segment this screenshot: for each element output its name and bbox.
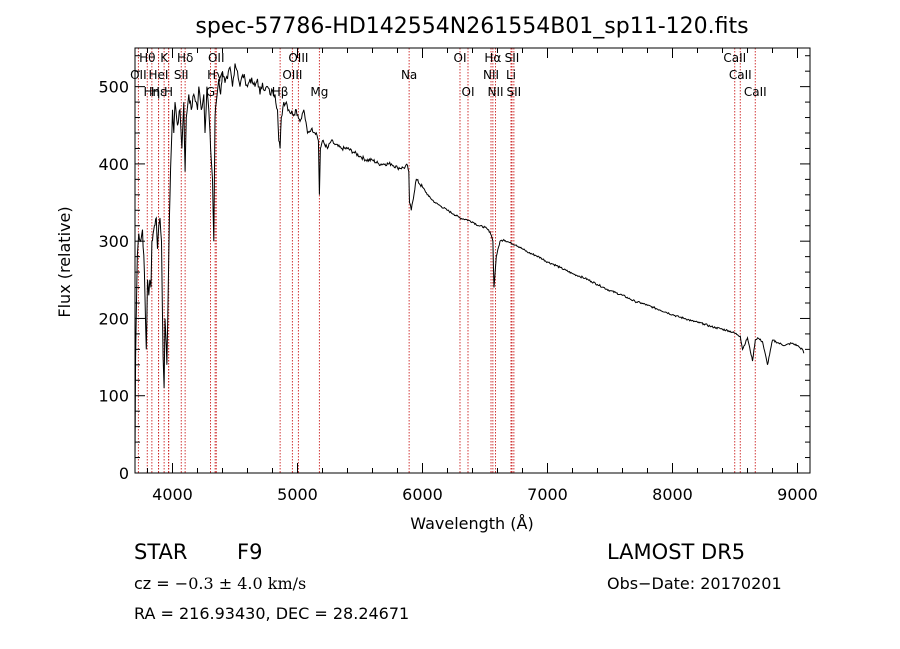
y-axis-label: Flux (relative) [55,206,74,317]
marker-label: SII [174,68,189,82]
y-tick-label: 0 [119,464,129,483]
marker-label: K [160,51,169,65]
marker-label: Mg [310,85,328,99]
cz-label: cz = [134,574,175,593]
observation-date: Obs−Date: 20170201 [607,574,782,593]
marker-label: Hβ [272,85,289,99]
marker-label: NII [487,85,503,99]
marker-label: CaII [723,51,746,65]
marker-label: Hδ [177,51,193,65]
marker-label: SII [505,51,520,65]
marker-label: H [164,85,173,99]
marker-label: Hα [484,51,501,65]
marker-label: OII [130,68,147,82]
marker-label: Li [506,68,516,82]
y-tick-label: 500 [98,78,129,97]
marker-label: OII [208,51,225,65]
marker-label: Hε [151,85,167,99]
x-tick-label: 4000 [152,485,193,504]
x-tick-label: 8000 [652,485,693,504]
marker-label: Na [401,68,417,82]
y-tick-label: 100 [98,387,129,406]
marker-label: OIII [282,68,302,82]
y-tick-label: 200 [98,309,129,328]
line-markers [137,48,756,473]
marker-label: CaII [744,85,767,99]
y-tick-label: 400 [98,155,129,174]
spectrum-line [134,63,805,458]
spectral-subclass: F9 [237,540,263,564]
marker-label: Hθ [139,51,155,65]
marker-label: OI [462,85,475,99]
x-tick-label: 6000 [402,485,443,504]
marker-label: SII [507,85,522,99]
cz-value: −0.3 ± 4.0 km/s [174,574,307,593]
marker-label: HeI [149,68,169,82]
marker-label: CaII [729,68,752,82]
y-tick-label: 300 [98,232,129,251]
redshift-line: cz = −0.3 ± 4.0 km/s [134,574,306,593]
x-axis: 4000 5000 6000 7000 8000 9000 [147,48,818,504]
marker-label: G [206,85,215,99]
marker-label: Hη [144,85,161,99]
marker-label: OI [454,51,467,65]
x-tick-label: 9000 [777,485,818,504]
plot-frame [134,47,811,474]
coordinates: RA = 216.93430, DEC = 28.24671 [134,604,410,623]
y-axis: 0 100 200 300 400 500 [98,55,810,483]
x-tick-label: 7000 [527,485,568,504]
survey-name: LAMOST DR5 [607,540,746,564]
chart-title: spec-57786-HD142554N261554B01_sp11-120.f… [195,14,748,39]
object-class: STAR [134,540,188,564]
marker-label: NII [483,68,499,82]
x-axis-label: Wavelength (Å) [410,514,533,533]
marker-label: Hγ [207,68,223,82]
marker-label: OIII [288,51,308,65]
x-tick-label: 5000 [277,485,318,504]
